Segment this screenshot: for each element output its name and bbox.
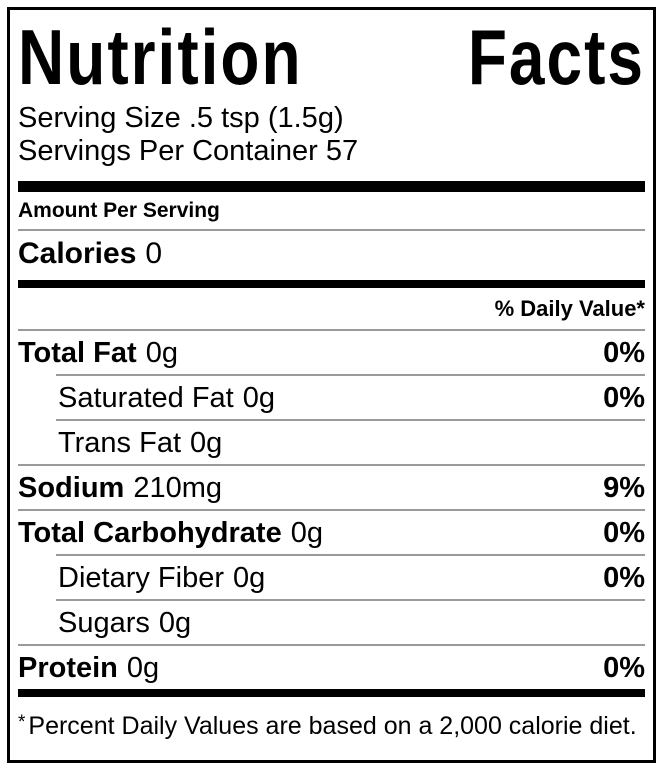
page: Nutrition Facts Serving Size .5 tsp (1.5… (7, 7, 656, 763)
nutrient-label: Total Carbohydrate 0g (18, 517, 323, 549)
nutrient-name: Sodium (18, 472, 125, 504)
separator (18, 329, 645, 331)
title-word-facts: Facts (467, 13, 645, 102)
nutrient-name: Total Carbohydrate (18, 517, 282, 549)
nutrient-amount: 0g (242, 382, 275, 414)
nutrient-name: Total Fat (18, 337, 137, 369)
serving-size-line: Serving Size .5 tsp (1.5g) (18, 102, 344, 134)
thick-divider-bottom (18, 689, 645, 697)
nutrient-name: Saturated Fat (58, 382, 234, 414)
nutrient-amount: 210mg (133, 472, 223, 504)
nutrient-name: Sugars (58, 607, 150, 639)
separator (18, 229, 645, 231)
separator (56, 554, 645, 556)
row-protein: Protein 0g 0% (18, 646, 645, 689)
separator (18, 464, 645, 466)
nutrition-facts-title: Nutrition Facts (18, 13, 645, 101)
calories-label: Calories (18, 237, 137, 270)
daily-value-percent: 0% (603, 517, 645, 549)
nutrient-amount: 0g (290, 517, 323, 549)
row-sodium: Sodium 210mg 9% (18, 466, 645, 509)
row-sugars: Sugars 0g (18, 601, 645, 644)
separator (56, 599, 645, 601)
daily-value-percent: 0% (603, 382, 645, 414)
nutrient-label: Dietary Fiber 0g (58, 562, 265, 594)
nutrient-label: Total Fat 0g (18, 337, 178, 369)
nutrient-amount: 0g (190, 427, 223, 459)
amount-per-serving-heading: Amount Per Serving (18, 199, 220, 222)
daily-value-percent: 0% (603, 337, 645, 369)
daily-value-percent: 0% (603, 562, 645, 594)
separator (18, 644, 645, 646)
row-trans-fat: Trans Fat 0g (18, 421, 645, 464)
calories-value: 0 (145, 237, 163, 270)
separator (18, 509, 645, 511)
nutrient-amount: 0g (145, 337, 178, 369)
nutrient-amount: 0g (126, 652, 160, 684)
thick-divider-top (18, 181, 645, 192)
nutrient-label: Trans Fat 0g (58, 427, 222, 459)
separator (56, 374, 645, 376)
row-total-carbohydrate: Total Carbohydrate 0g 0% (18, 511, 645, 554)
row-saturated-fat: Saturated Fat 0g 0% (18, 376, 645, 419)
nutrient-name: Trans Fat (58, 427, 182, 459)
row-total-fat: Total Fat 0g 0% (18, 331, 645, 374)
nutrient-label: Saturated Fat 0g (58, 382, 275, 414)
footnote-text: Percent Daily Values are based on a 2,00… (28, 712, 637, 740)
nutrient-label: Sodium 210mg (18, 472, 222, 504)
daily-value-percent: 0% (603, 652, 645, 684)
nutrient-amount: 0g (158, 607, 192, 639)
nutrition-facts-label: Nutrition Facts Serving Size .5 tsp (1.5… (7, 7, 656, 763)
separator (56, 419, 645, 421)
row-dietary-fiber: Dietary Fiber 0g 0% (18, 556, 645, 599)
nutrient-label: Protein 0g (18, 652, 159, 684)
daily-value-percent: 9% (603, 472, 645, 504)
nutrient-name: Dietary Fiber (58, 562, 224, 594)
nutrient-amount: 0g (233, 562, 266, 594)
calories-row: Calories 0 (18, 231, 645, 280)
nutrient-label: Sugars 0g (58, 607, 191, 639)
daily-value-header: % Daily Value* (494, 296, 645, 321)
servings-per-container-line: Servings Per Container 57 (18, 135, 359, 167)
nutrient-name: Protein (18, 652, 118, 684)
footnote: * Percent Daily Values are based on a 2,0… (18, 697, 645, 760)
thick-divider-calories (18, 280, 645, 288)
title-word-nutrition: Nutrition (18, 13, 303, 102)
